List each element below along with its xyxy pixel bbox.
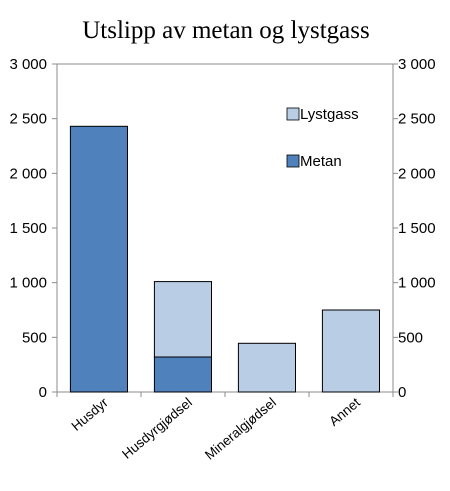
y-tick-label-right-2: 1 000	[398, 275, 436, 292]
legend-swatch-metan	[286, 154, 300, 168]
legend: Lystgass Metan	[286, 106, 359, 170]
y-tick-label-left-4: 2 000	[9, 165, 47, 182]
y-tick-label-left-2: 1 000	[9, 275, 47, 292]
bar-lystgass-1	[153, 281, 212, 358]
y-tick-label-left-5: 2 500	[9, 111, 47, 128]
y-tick-label-right-0: 0	[398, 384, 406, 401]
x-category-label-1: Husdyrgjødsel	[119, 395, 195, 462]
y-tick-label-right-3: 1 500	[398, 220, 436, 237]
chart-title: Utslipp av metan og lystgass	[82, 17, 369, 44]
bar-lystgass-3	[321, 309, 380, 393]
x-category-label-3: Annet	[326, 395, 363, 429]
y-tick-label-left-6: 3 000	[9, 56, 47, 73]
y-tick-label-right-4: 2 000	[398, 165, 436, 182]
y-tick-label-left-0: 0	[39, 384, 47, 401]
legend-label-lystgass: Lystgass	[300, 106, 359, 123]
bar-metan-0	[69, 125, 128, 393]
x-category-label-0: Husdyr	[69, 394, 112, 433]
y-tick-label-left-1: 500	[22, 329, 47, 346]
legend-label-metan: Metan	[300, 153, 342, 170]
y-tick-label-right-6: 3 000	[398, 56, 436, 73]
bars-group	[69, 125, 380, 393]
legend-swatch-lystgass	[286, 107, 300, 121]
y-tick-label-right-1: 500	[398, 329, 423, 346]
y-tick-label-right-5: 2 500	[398, 111, 436, 128]
bar-metan-1	[153, 356, 212, 393]
x-category-label-2: Mineralgjødsel	[202, 395, 279, 463]
bar-lystgass-2	[237, 342, 296, 393]
y-tick-label-left-3: 1 500	[9, 220, 47, 237]
